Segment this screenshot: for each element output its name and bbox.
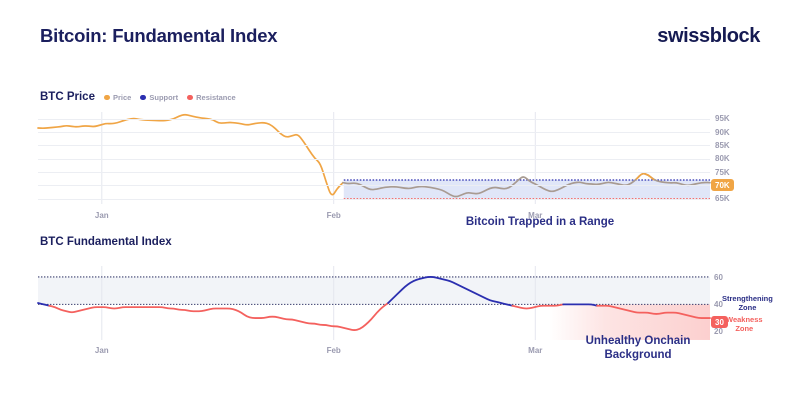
weakness-zone-label: Weakness Zone [726, 315, 763, 334]
index-section-label: BTC Fundamental Index [40, 236, 172, 248]
index-x-tick-label: Jan [94, 346, 109, 355]
btc-price-chart [37, 112, 711, 204]
price-line-plot [37, 112, 711, 204]
price-annotation: Bitcoin Trapped in a Range [465, 216, 615, 228]
legend-item-resistance: Resistance [187, 93, 236, 102]
price-x-tick-label: Feb [326, 211, 341, 220]
price-y-tick-label: 85K [715, 140, 730, 150]
index-value-badge: 30 [711, 316, 728, 328]
weakness-zone-line2: Zone [735, 324, 754, 334]
price-section-label: BTC Price [40, 91, 95, 103]
legend-item-support: Support [140, 93, 178, 102]
strengthening-zone-line2: Zone [738, 303, 757, 313]
strengthening-zone-line1: Strengthening [722, 294, 773, 303]
legend-label-resistance: Resistance [196, 93, 236, 102]
index-x-tick-label: Feb [326, 346, 341, 355]
index-y-tick-label: 60 [714, 272, 723, 282]
index-annotation-line1: Unhealthy Onchain [585, 335, 691, 347]
index-y-tick-label: 20 [714, 327, 723, 337]
btc-fundamental-index-chart [37, 266, 711, 340]
gridline [38, 118, 710, 120]
gridline [38, 172, 710, 173]
price-y-tick-label: 65K [715, 194, 730, 204]
weakness-zone-line1: Weakness [726, 315, 763, 324]
price-range-badge: 70K [711, 179, 734, 191]
price-legend-dot-icon [104, 94, 110, 101]
price-y-tick-label: 95K [715, 114, 730, 124]
gridline [38, 145, 710, 147]
brand-logo: swissblock [657, 25, 760, 47]
gridline [38, 185, 710, 187]
price-y-tick-label: 80K [715, 154, 730, 164]
price-y-tick-label: 90K [715, 127, 730, 137]
gridline [38, 198, 710, 200]
gridline [38, 132, 710, 133]
index-y-tick-label: 40 [714, 299, 723, 309]
price-y-tick-label: 75K [715, 167, 730, 177]
price-x-tick-label: Mar [528, 211, 543, 220]
support-legend-dot-icon [140, 94, 146, 101]
index-x-tick-label: Mar [528, 346, 543, 355]
gridline [38, 158, 710, 160]
legend-item-price: Price [104, 93, 131, 102]
legend-label-support: Support [149, 93, 179, 102]
index-annotation-line2: Background [604, 349, 672, 362]
page-title: Bitcoin: Fundamental Index [40, 25, 278, 46]
price-x-tick-label: Jan [94, 211, 109, 220]
price-legend: Price Support Resistance [104, 93, 236, 102]
strengthening-zone-label: Strengthening Zone [722, 294, 773, 313]
legend-label-price: Price [113, 93, 132, 102]
header: Bitcoin: Fundamental Index swissblock [0, 0, 800, 70]
index-annotation: Unhealthy Onchain Background [586, 334, 691, 363]
index-line-plot [37, 266, 711, 340]
resistance-legend-dot-icon [187, 94, 193, 101]
